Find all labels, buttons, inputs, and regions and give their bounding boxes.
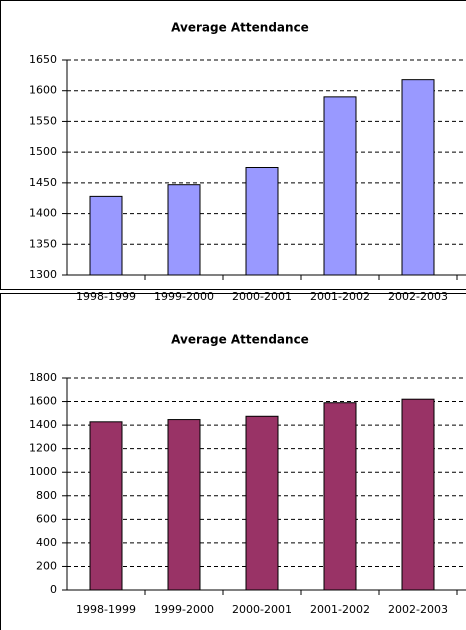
- x-tick-label: 2002-2003: [388, 290, 448, 303]
- y-tick-label: 1600: [29, 395, 57, 408]
- y-tick-label: 600: [36, 512, 57, 525]
- bar: [323, 96, 357, 276]
- x-tick-label: 2001-2002: [310, 290, 370, 303]
- y-tick-label: 1550: [29, 114, 57, 127]
- x-tick-label: 1998-1999: [76, 290, 136, 303]
- x-tick-label: 2002-2003: [388, 603, 448, 616]
- x-tick-label: 1999-2000: [154, 603, 214, 616]
- x-tick-label: 2001-2002: [310, 603, 370, 616]
- bar: [89, 195, 123, 276]
- y-tick-label: 1800: [29, 371, 57, 384]
- x-tick-label: 1998-1999: [76, 603, 136, 616]
- bar: [401, 398, 435, 591]
- y-tick-label: 1600: [29, 84, 57, 97]
- y-tick-label: 0: [50, 583, 57, 596]
- chart-frame: [0, 0, 466, 290]
- bar: [245, 415, 279, 591]
- chart-title: Average Attendance: [171, 333, 309, 347]
- bar: [401, 79, 435, 276]
- y-tick-label: 1450: [29, 176, 57, 189]
- y-tick-label: 1500: [29, 145, 57, 158]
- x-tick-label: 2000-2001: [232, 290, 292, 303]
- y-tick-label: 1350: [29, 237, 57, 250]
- x-tick-label: 2000-2001: [232, 603, 292, 616]
- bar: [89, 421, 123, 591]
- y-tick-label: 1400: [29, 207, 57, 220]
- bar: [323, 402, 357, 591]
- bar: [167, 419, 201, 591]
- y-tick-label: 800: [36, 489, 57, 502]
- y-tick-label: 1400: [29, 418, 57, 431]
- y-tick-label: 1000: [29, 465, 57, 478]
- chart-title: Average Attendance: [171, 21, 309, 35]
- y-tick-label: 1300: [29, 268, 57, 281]
- y-tick-label: 400: [36, 536, 57, 549]
- chart-frame: [0, 293, 466, 630]
- x-tick-label: 1999-2000: [154, 290, 214, 303]
- bar: [245, 167, 279, 276]
- bar: [167, 184, 201, 276]
- y-tick-label: 1200: [29, 442, 57, 455]
- y-tick-label: 1650: [29, 53, 57, 66]
- y-tick-label: 200: [36, 559, 57, 572]
